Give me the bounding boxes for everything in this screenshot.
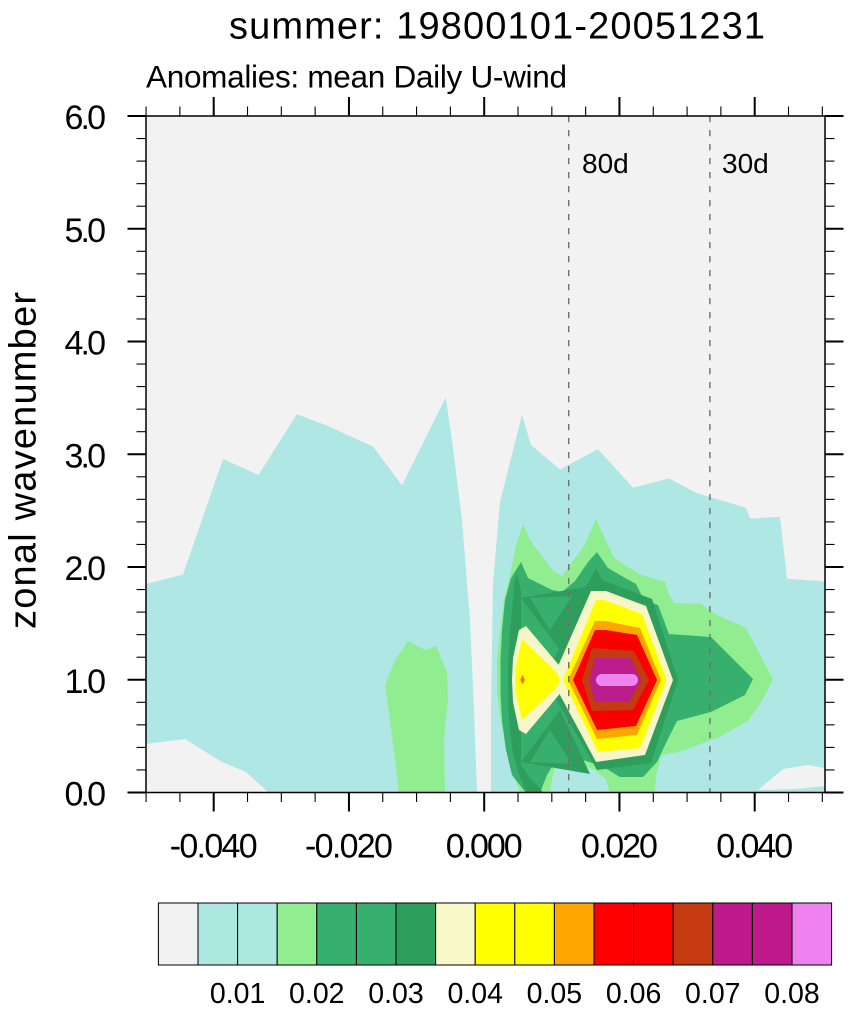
svg-text:4.0: 4.0	[65, 325, 107, 363]
svg-text:zonal wavenumber: zonal wavenumber	[3, 292, 45, 629]
svg-text:0.05: 0.05	[527, 978, 582, 1010]
svg-text:3.0: 3.0	[65, 437, 107, 475]
svg-text:6.0: 6.0	[65, 99, 107, 137]
svg-text:0.07: 0.07	[685, 978, 740, 1010]
svg-text:0.04: 0.04	[447, 978, 503, 1010]
svg-text:0.08: 0.08	[764, 978, 819, 1010]
svg-text:30d: 30d	[722, 148, 769, 179]
svg-text:0.0: 0.0	[65, 776, 107, 814]
svg-text:0.040: 0.040	[716, 828, 793, 866]
svg-text:0.06: 0.06	[606, 978, 661, 1010]
svg-text:-0.040: -0.040	[170, 828, 258, 866]
svg-text:0.02: 0.02	[289, 978, 344, 1010]
svg-text:-0.020: -0.020	[305, 828, 393, 866]
svg-text:0.000: 0.000	[446, 828, 523, 866]
svg-text:0.03: 0.03	[368, 978, 423, 1010]
svg-text:summer: 19800101-20051231: summer: 19800101-20051231	[229, 6, 765, 48]
svg-text:5.0: 5.0	[65, 212, 107, 250]
svg-text:1.0: 1.0	[65, 663, 107, 701]
svg-text:Anomalies: mean Daily U-wind: Anomalies: mean Daily U-wind	[146, 59, 567, 95]
svg-text:2.0: 2.0	[65, 550, 107, 588]
svg-text:0.020: 0.020	[581, 828, 658, 866]
svg-text:0.01: 0.01	[210, 978, 265, 1010]
svg-text:80d: 80d	[582, 148, 629, 179]
